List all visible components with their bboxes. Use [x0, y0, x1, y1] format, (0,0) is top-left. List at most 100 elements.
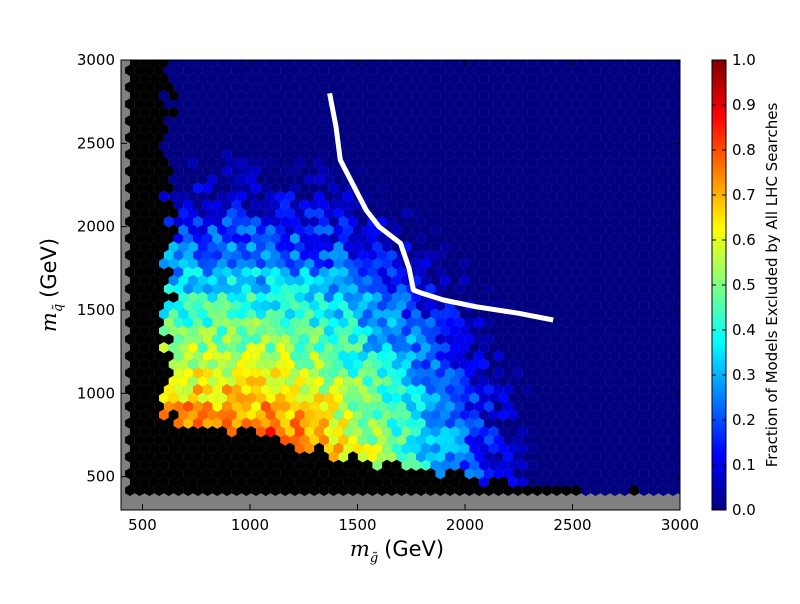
hexbin-cell — [420, 459, 431, 471]
hexbin-cell — [231, 132, 242, 144]
hexbin-cell — [202, 148, 213, 160]
hexbin-cell — [464, 451, 475, 463]
hexbin-cell — [134, 232, 145, 244]
hexbin-cell — [673, 60, 680, 68]
hexbin-cell — [644, 140, 654, 152]
hexbin-cell — [479, 409, 489, 421]
hexbin-cell — [159, 392, 169, 404]
hexbin-cell — [289, 350, 300, 362]
hexbin-cell — [294, 174, 305, 186]
hexbin-cell — [517, 459, 528, 471]
hexbin-cell — [348, 115, 358, 127]
hexbin-cell — [648, 468, 659, 480]
hexbin-cell — [178, 224, 189, 236]
hexbin-cell — [517, 291, 528, 303]
hexbin-cell — [600, 367, 611, 379]
hexbin-cell — [416, 249, 426, 261]
hexbin-cell — [590, 417, 601, 429]
hexbin-cell — [576, 140, 586, 152]
hexbin-cell — [353, 174, 363, 186]
hexbin-cell — [362, 241, 373, 253]
hexbin-cell — [450, 375, 460, 387]
hexbin-cell — [445, 367, 455, 379]
hexbin-cell — [576, 174, 586, 186]
hexbin-cell — [396, 132, 407, 144]
hexbin-cell — [580, 81, 591, 93]
hexbin-cell — [639, 484, 649, 496]
hexbin-cell — [469, 459, 480, 471]
hexbin-cell — [474, 98, 484, 110]
hexbin-cell — [493, 216, 504, 228]
hexbin-cell — [212, 400, 223, 412]
hexbin-cell — [619, 400, 630, 412]
hexbin-cell — [265, 308, 276, 320]
hexbin-cell — [159, 258, 169, 270]
hexbin-cell — [673, 325, 680, 337]
hexbin-cell — [236, 459, 247, 471]
hexbin-cell — [474, 316, 484, 328]
hexbin-cell — [323, 426, 334, 438]
hexbin-cell — [168, 190, 179, 202]
hexbin-cell — [222, 367, 232, 379]
hexbin-cell — [547, 140, 557, 152]
hexbin-cell — [256, 174, 266, 186]
hexbin-cell — [459, 442, 470, 454]
hexbin-cell — [658, 132, 669, 144]
hexbin-cell — [391, 325, 402, 337]
hexbin-cell — [585, 106, 596, 118]
hexbin-cell — [663, 459, 674, 471]
hexbin-cell — [566, 308, 577, 320]
hexbin-cell — [348, 81, 358, 93]
hexbin-cell — [547, 90, 557, 102]
hexbin-cell — [353, 409, 363, 421]
hexbin-cell — [163, 182, 174, 194]
hexbin-cell — [614, 358, 625, 370]
hexbin-cell — [231, 434, 242, 446]
hexbin-cell — [154, 232, 164, 244]
hexbin-cell — [590, 350, 601, 362]
hexbin-cell — [154, 484, 164, 496]
hexbin-cell — [493, 64, 504, 76]
hexbin-cell — [411, 90, 421, 102]
hexbin-cell — [425, 367, 436, 379]
hexbin-cell — [658, 468, 669, 480]
hexbin-cell — [231, 316, 242, 328]
hexbin-cell — [289, 132, 300, 144]
hexbin-cell — [129, 258, 140, 270]
hexbin-cell — [188, 442, 198, 454]
hexbin-cell — [571, 417, 581, 429]
hexbin-cell — [508, 459, 518, 471]
hexbin-cell — [498, 476, 509, 488]
hexbin-cell — [648, 316, 659, 328]
hexbin-cell — [314, 241, 324, 253]
hexbin-cell — [391, 291, 402, 303]
hexbin-cell — [571, 148, 581, 160]
hexbin-cell — [673, 308, 680, 320]
hexbin-cell — [571, 249, 581, 261]
hexbin-cell — [566, 392, 577, 404]
hexbin-cell — [202, 64, 213, 76]
hexbin-cell — [251, 484, 261, 496]
hexbin-cell — [309, 266, 320, 278]
hexbin-cell — [197, 476, 208, 488]
hexbin-cell — [178, 358, 189, 370]
hexbin-cell — [629, 300, 640, 312]
hexbin-cell — [333, 90, 344, 102]
hexbin-cell — [159, 190, 169, 202]
hexbin-cell — [644, 308, 654, 320]
hexbin-cell — [173, 249, 184, 261]
hexbin-cell — [178, 459, 189, 471]
hexbin-cell — [469, 274, 480, 286]
hexbin-cell — [474, 148, 484, 160]
hexbin-cell — [406, 434, 417, 446]
hexbin-cell — [566, 375, 577, 387]
hexbin-cell — [372, 358, 383, 370]
hexbin-cell — [222, 216, 232, 228]
hexbin-cell — [270, 165, 281, 177]
hexbin-cell — [401, 106, 412, 118]
hexbin-cell — [202, 434, 213, 446]
hexbin-cell — [275, 241, 286, 253]
hexbin-cell — [629, 417, 640, 429]
hexbin-cell — [479, 308, 489, 320]
hexbin-cell — [648, 266, 659, 278]
